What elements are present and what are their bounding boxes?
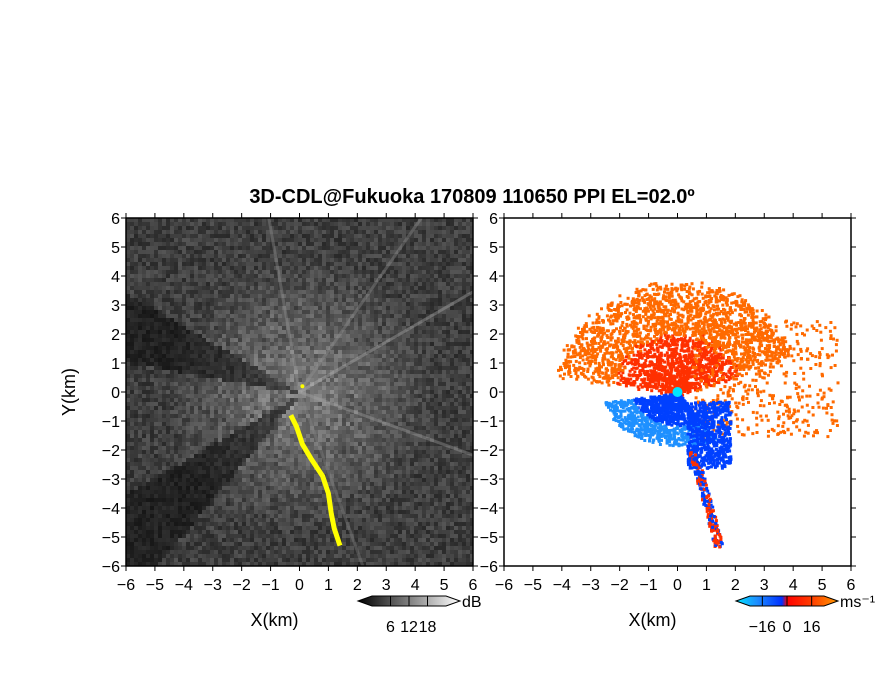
reflectivity-noise [126,218,473,566]
colorbar-unit-ms: ms⁻¹ [840,594,875,611]
x-tick-label: −3 [204,577,222,594]
y-tick-label: −6 [480,559,498,576]
velocity-panel: −6 −5 −4 −3 −2 −1 0 1 2 3 4 5 6 6 5 4 3 2 1 0 −1 −2 −3 −4 −5 −6 X(… [480,211,856,630]
x-tick-label: 5 [440,577,449,594]
velocity-pixels [557,281,840,549]
colorbar-tick-label: 12 [400,619,418,636]
radar-site-marker [672,387,683,397]
y-tick-label: 0 [111,385,120,402]
x-tick-label: −5 [524,577,542,594]
y-tick-label: −3 [102,472,120,489]
x-tick-label: 1 [324,577,333,594]
colorbar-tick-label: 6 [386,619,395,636]
x-tick-label: 5 [818,577,827,594]
colorbar-unit-db: dB [462,594,482,611]
x-tick-label: −4 [175,577,193,594]
y-tick-label: −6 [102,559,120,576]
velocity-colorbar: ms⁻¹ −16 0 16 [734,594,875,636]
y-tick-label: 6 [111,211,120,228]
colorbar-tick-label: 0 [783,619,792,636]
x-axis-label: X(km) [629,610,677,630]
x-tick-label: −6 [495,577,513,594]
y-tick-label: −4 [480,501,498,518]
y-tick-label: −2 [102,443,120,460]
y-tick-label: −4 [102,501,120,518]
velocity-axes: −6 −5 −4 −3 −2 −1 0 1 2 3 4 5 6 6 5 4 3 2 1 0 −1 −2 −3 −4 −5 −6 X(… [480,211,856,630]
x-tick-label: 1 [702,577,711,594]
reflectivity-colorbar: dB 6 12 18 [356,594,482,636]
y-tick-label: −3 [480,472,498,489]
x-tick-label: 0 [295,577,304,594]
y-tick-label: 3 [489,298,498,315]
x-axis-label: X(km) [251,610,299,630]
y-tick-label: 5 [111,240,120,257]
x-tick-label: −2 [233,577,251,594]
x-tick-label: 4 [789,577,798,594]
x-tick-label: 6 [847,577,856,594]
x-tick-label: 0 [673,577,682,594]
x-tick-label: 3 [382,577,391,594]
x-tick-label: −5 [146,577,164,594]
colorbar-tick-label: 16 [803,619,821,636]
echo-highlight-dot [300,384,305,389]
x-tick-label: −3 [582,577,600,594]
x-tick-label: 6 [469,577,478,594]
y-tick-label: 1 [489,356,498,373]
y-tick-label: −5 [480,530,498,547]
y-tick-label: −1 [102,414,120,431]
reflectivity-beams [267,218,473,566]
chart-title: 3D-CDL@Fukuoka 170809 110650 PPI EL=02.0… [249,186,695,208]
y-tick-label: 0 [489,385,498,402]
y-tick-label: 3 [111,298,120,315]
y-tick-label: 1 [111,356,120,373]
x-tick-label: 4 [411,577,420,594]
x-tick-label: −1 [639,577,657,594]
colorbar-tick-label: −16 [749,619,776,636]
reflectivity-panel: −6 −5 −4 −3 −2 −1 0 1 2 3 4 5 6 6 5 4 3 2 1 0 −1 −2 −3 −4 −5 −6 X(… [59,211,478,630]
y-tick-label: 4 [489,269,498,286]
reflectivity-axes: −6 −5 −4 −3 −2 −1 0 1 2 3 4 5 6 6 5 4 3 2 1 0 −1 −2 −3 −4 −5 −6 X(… [59,211,478,630]
x-tick-label: 2 [731,577,740,594]
echo-highlight-line [288,414,343,547]
x-tick-label: 2 [353,577,362,594]
x-tick-label: −1 [261,577,279,594]
colorbar-tick-label: 18 [419,619,437,636]
y-tick-label: −1 [480,414,498,431]
y-tick-label: 2 [111,327,120,344]
y-tick-label: 5 [489,240,498,257]
y-tick-label: 4 [111,269,120,286]
y-axis-label: Y(km) [59,368,79,416]
x-tick-label: −6 [117,577,135,594]
y-tick-label: 6 [489,211,498,228]
y-tick-label: 2 [489,327,498,344]
x-tick-label: −2 [611,577,629,594]
y-tick-label: −5 [102,530,120,547]
reflectivity-echo-highlight [288,384,343,547]
y-tick-label: −2 [480,443,498,460]
x-tick-label: −4 [553,577,571,594]
x-tick-label: 3 [760,577,769,594]
